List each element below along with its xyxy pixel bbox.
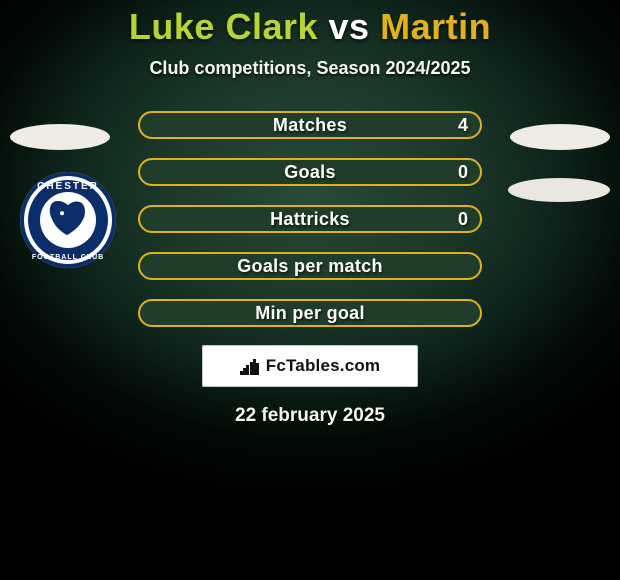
stat-label: Min per goal	[255, 303, 365, 324]
stat-row: Hattricks 0	[138, 205, 482, 233]
stat-label: Hattricks	[270, 209, 350, 230]
brand-box: FcTables.com	[202, 345, 418, 387]
stat-row: Matches 4	[138, 111, 482, 139]
brand-bars-icon	[240, 357, 260, 375]
brand-text: FcTables.com	[266, 356, 381, 376]
stat-value-right: 4	[458, 115, 468, 136]
player2-photo-placeholder	[510, 124, 610, 150]
subtitle: Club competitions, Season 2024/2025	[149, 58, 470, 79]
vs-text: vs	[329, 6, 370, 47]
stat-value-right: 0	[458, 162, 468, 183]
player-2-name: Martin	[380, 6, 491, 47]
stat-label: Goals	[284, 162, 336, 183]
stat-value-right: 0	[458, 209, 468, 230]
player2-club-placeholder	[508, 178, 610, 202]
stat-row: Min per goal	[138, 299, 482, 327]
comparison-title: Luke Clark vs Martin	[129, 6, 491, 48]
stat-label: Goals per match	[237, 256, 383, 277]
badge-top-text: CHESTER	[20, 181, 116, 192]
player1-photo-placeholder	[10, 124, 110, 150]
stat-label: Matches	[273, 115, 347, 136]
wolf-icon	[46, 199, 90, 239]
stat-row: Goals per match	[138, 252, 482, 280]
player1-club-badge: CHESTER FOOTBALL CLUB	[20, 172, 116, 268]
date-text: 22 february 2025	[235, 405, 385, 427]
badge-bottom-text: FOOTBALL CLUB	[20, 254, 116, 261]
stat-row: Goals 0	[138, 158, 482, 186]
player-1-name: Luke Clark	[129, 6, 318, 47]
